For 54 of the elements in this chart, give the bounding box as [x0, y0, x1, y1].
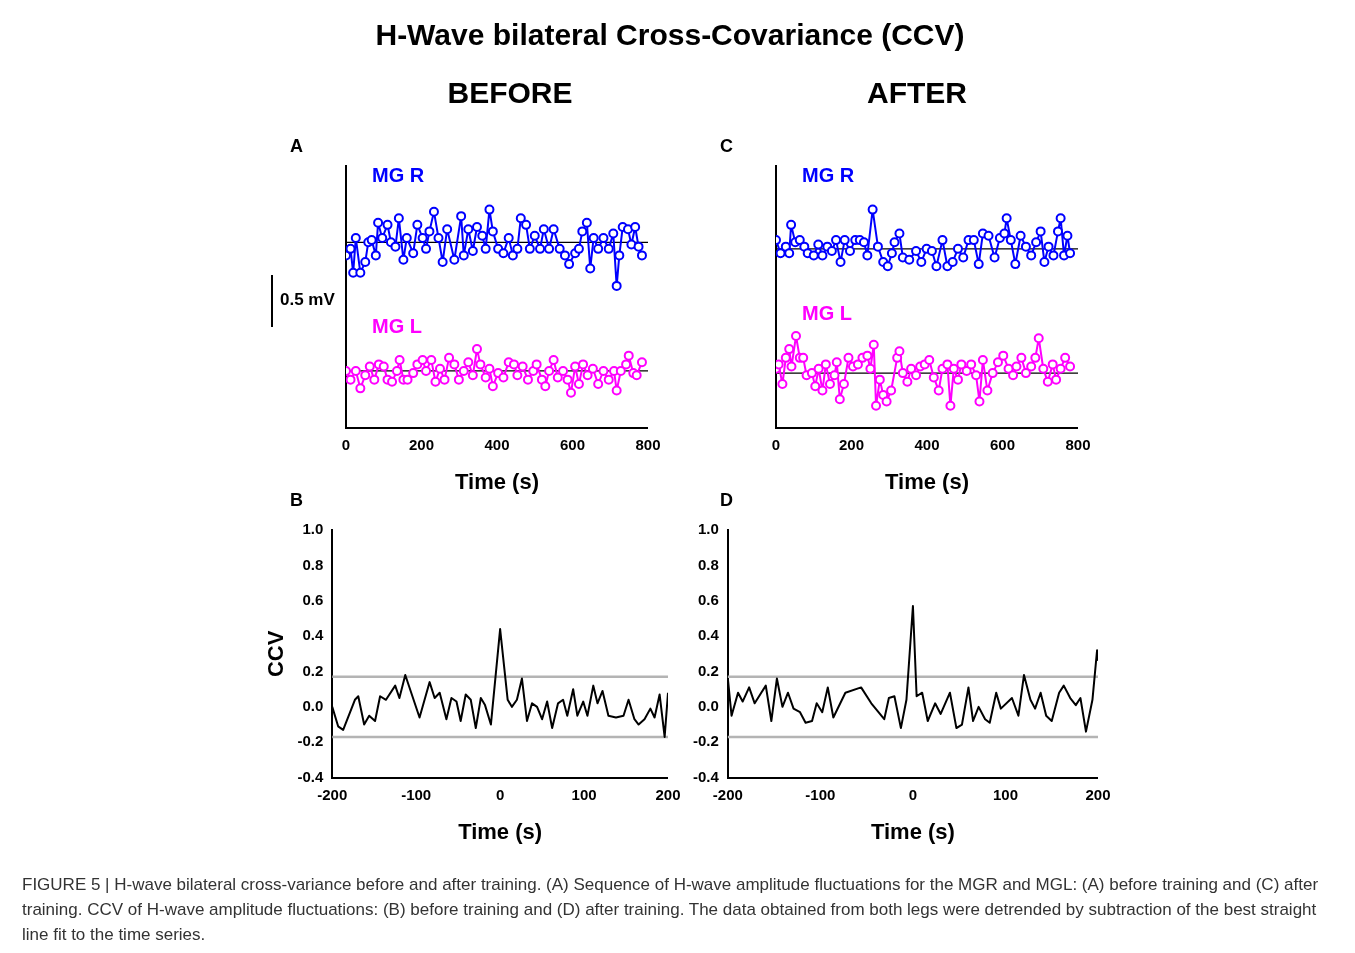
x-tick-label: 200	[655, 785, 681, 803]
y-tick-label: 0.6	[302, 590, 324, 608]
x-tick-label: 200	[408, 435, 435, 453]
chart-subtitle: BEFORE	[446, 76, 574, 110]
series-label: MG L	[802, 301, 852, 324]
x-axis-title: Time (s)	[870, 818, 955, 844]
y-tick-label: 1.0	[697, 520, 719, 538]
y-tick-label: -0.4	[692, 767, 720, 785]
chart-title: H-Wave bilateral Cross-Covariance (CCV)	[374, 18, 966, 52]
x-tick-label: -100	[401, 785, 432, 803]
x-axis-title: Time (s)	[885, 468, 969, 494]
x-tick-label: 200	[838, 435, 865, 453]
x-tick-label: 800	[635, 435, 661, 453]
x-tick-label: 100	[992, 785, 1018, 803]
x-tick-label: 600	[559, 435, 586, 453]
caption: FIGURE 5 | H-wave bilateral cross-variance before and after training. (A) Sequence of H-wave amplitude fluctuations for the MGR and MGL: (A) before training and (C) after training. CCV of H-wave amplitude fluctuations: (B) before training and (D) after training. The data obtained from both legs were detrended by subtraction of the best straight line fit to the time series.	[22, 874, 1320, 946]
chart-subtitle: AFTER	[866, 76, 968, 110]
x-axis-title: Time (s)	[458, 818, 543, 844]
y-tick-label: -0.4	[297, 767, 324, 785]
x-tick-label: 400	[914, 435, 940, 453]
y-tick-label: 0.2	[697, 661, 719, 679]
text: A	[290, 135, 303, 156]
y-tick-label: 0.8	[697, 555, 719, 573]
y-tick-label: -0.2	[692, 732, 719, 750]
text: C	[720, 135, 733, 156]
y-tick-label: 0.4	[697, 626, 720, 644]
x-tick-label: 0	[495, 785, 505, 803]
y-tick-label: 0.0	[302, 697, 324, 714]
x-tick-label: -200	[712, 785, 743, 803]
x-tick-label: 0	[341, 435, 351, 453]
x-tick-label: 800	[1065, 435, 1091, 453]
x-tick-label: -200	[317, 785, 348, 803]
series-label: MG R	[372, 163, 425, 186]
x-axis-title: Time (s)	[455, 468, 539, 494]
series-label: MG L	[372, 314, 422, 337]
x-tick-label: 0	[908, 785, 918, 803]
text: B	[290, 489, 303, 510]
y-axis-title: CCV	[263, 630, 289, 678]
series-label: MG R	[802, 163, 855, 186]
y-tick-label: -0.2	[297, 732, 324, 750]
x-tick-label: 0	[771, 435, 781, 453]
text: D	[720, 489, 733, 510]
y-tick-label: 0.0	[697, 697, 719, 714]
text: 0.5 mV	[280, 290, 335, 310]
x-tick-label: 200	[1085, 785, 1111, 803]
x-tick-label: 400	[484, 435, 510, 453]
y-tick-label: 1.0	[302, 520, 324, 538]
y-tick-label: 0.2	[302, 661, 324, 679]
y-tick-label: 0.6	[697, 590, 719, 608]
x-tick-label: 600	[989, 435, 1016, 453]
y-tick-label: 0.8	[302, 555, 324, 573]
x-tick-label: 100	[571, 785, 597, 803]
x-tick-label: -100	[805, 785, 836, 803]
y-tick-label: 0.4	[302, 626, 324, 644]
